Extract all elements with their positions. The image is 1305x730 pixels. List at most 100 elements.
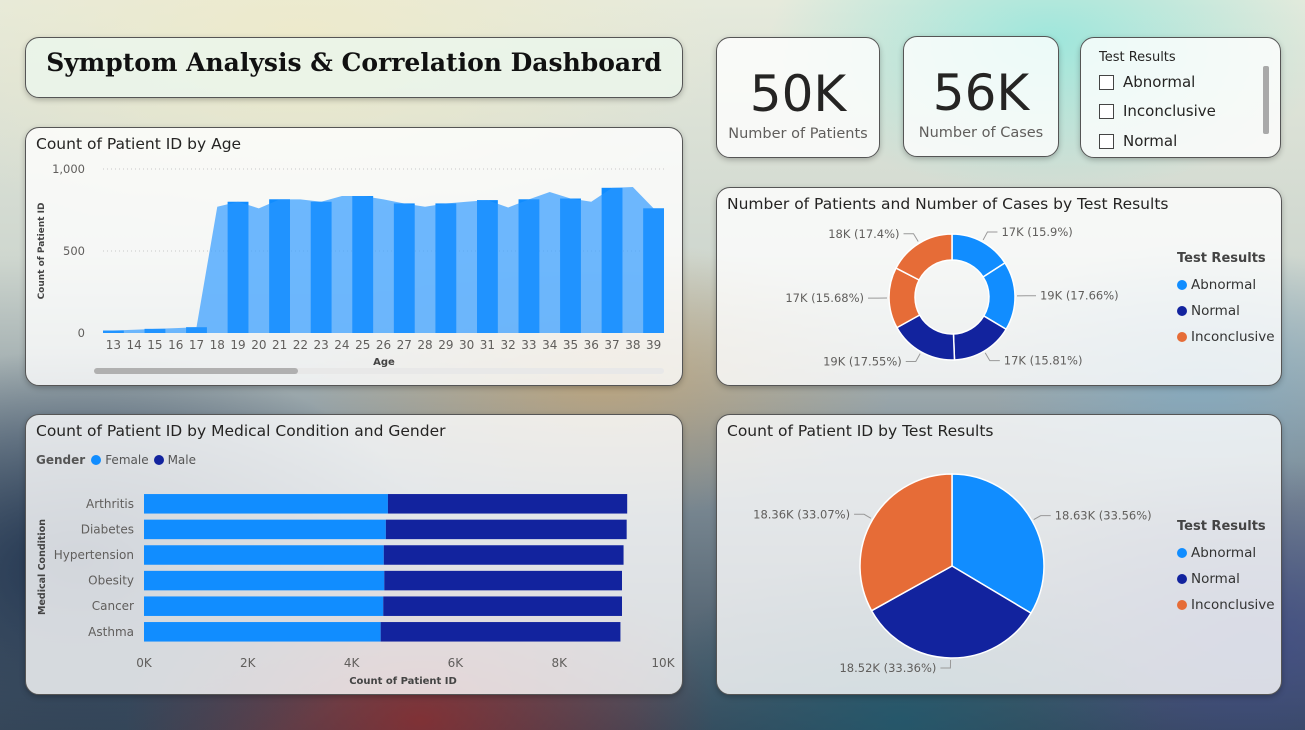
legend-dot-icon [1177, 306, 1187, 316]
x-scrollbar-thumb[interactable] [94, 368, 298, 374]
slicer-item-abnormal[interactable]: Abnormal [1099, 73, 1195, 91]
legend-item-abnormal[interactable]: Abnormal [1177, 272, 1275, 298]
leader-line [984, 352, 1000, 362]
leader-line [903, 233, 919, 242]
x-tick-label: 24 [334, 338, 349, 352]
bar-female[interactable] [144, 519, 386, 540]
checkbox-normal[interactable] [1099, 133, 1114, 149]
bar-chart: Arthritis Diabetes Hypertension Obesity Canc… [37, 494, 676, 687]
age-column-stripe [477, 200, 498, 333]
donut-legend: Test Results Abnormal Normal Inconclusiv… [1177, 251, 1275, 350]
x-tick-label: 0K [136, 656, 153, 670]
x-tick-label: 22 [293, 338, 308, 352]
slice-data-label: 17K (15.68%) [785, 291, 864, 305]
gender-legend-title: Gender [36, 453, 86, 467]
x-tick-label: 4K [344, 656, 361, 670]
slice-data-label: 17K (15.81%) [1004, 354, 1083, 368]
bar-male[interactable] [385, 519, 627, 540]
bar-female[interactable] [144, 622, 381, 642]
legend-item-inconclusive[interactable]: Inconclusive [1177, 324, 1275, 350]
legend-label: Abnormal [1191, 277, 1257, 293]
slicer-item-label: Normal [1123, 132, 1178, 150]
legend-label: Male [167, 453, 197, 467]
y-tick-label: Cancer [92, 599, 134, 613]
age-column-stripe [393, 203, 415, 333]
kpi-card-patients: 50K Number of Patients [716, 37, 880, 158]
x-tick-label: 13 [106, 338, 121, 352]
bar-male[interactable] [387, 494, 628, 514]
age-chart-card: Count of Patient ID by Age 0 500 1,000 13 14… [25, 127, 683, 386]
bar-female[interactable] [144, 494, 388, 514]
bar-male[interactable] [380, 622, 621, 642]
x-tick-label: 10K [651, 656, 675, 670]
legend-dot-icon [91, 455, 102, 465]
x-tick-label: 35 [563, 338, 578, 352]
slice-inconclusive[interactable] [859, 473, 953, 612]
x-tick-label: 18 [210, 338, 225, 352]
kpi-value-cases: 56K [932, 64, 1030, 122]
legend-dot-icon [1177, 332, 1187, 342]
kpi-card-cases: 56K Number of Cases [903, 36, 1059, 157]
x-tick-label: 33 [521, 338, 536, 352]
slice-data-label: 18.63K (33.56%) [1055, 509, 1152, 523]
y-tick-label: 1,000 [52, 162, 85, 176]
x-tick-label: 25 [355, 338, 370, 352]
y-axis-label: Medical Condition [37, 519, 48, 615]
bar-male[interactable] [383, 545, 624, 565]
legend-dot-icon [153, 455, 164, 465]
legend-item-normal[interactable]: Normal [1177, 298, 1275, 324]
kpi-value-patients: 50K [749, 65, 847, 123]
age-column-stripe [560, 198, 581, 333]
x-tick-label: 21 [272, 338, 287, 352]
kpi-label-patients: Number of Patients [728, 126, 868, 142]
slicer-item-inconclusive[interactable]: Inconclusive [1099, 102, 1216, 120]
x-tick-label: 2K [240, 656, 257, 670]
gender-legend: Gender Female Male [36, 453, 201, 467]
slice-data-label: 19K (17.66%) [1040, 289, 1119, 303]
x-tick-label: 32 [501, 338, 516, 352]
legend-item-normal[interactable]: Normal [1177, 566, 1275, 592]
slice-abnormal[interactable] [951, 473, 1045, 615]
leader-line [905, 353, 921, 363]
bar-female[interactable] [144, 545, 384, 565]
legend-label: Normal [1191, 571, 1240, 587]
slicer-item-label: Abnormal [1123, 73, 1196, 91]
bar-male[interactable] [384, 570, 622, 591]
age-column-stripe [269, 199, 290, 333]
x-tick-label: 17 [189, 338, 204, 352]
x-tick-label: 19 [230, 338, 245, 352]
x-tick-label: 29 [438, 338, 453, 352]
y-tick-label: Obesity [88, 574, 134, 588]
donut-chart: 17K (15.9%) 19K (17.66%) 17K (15.81%) 19K (… [785, 225, 1119, 369]
age-column-stripe [186, 327, 207, 333]
bar-chart-card: Count of Patient ID by Medical Condition… [25, 414, 683, 695]
x-tick-label: 27 [397, 338, 412, 352]
legend-item-female[interactable]: Female [91, 453, 149, 467]
checkbox-abnormal[interactable] [1099, 74, 1114, 90]
legend-item-inconclusive[interactable]: Inconclusive [1177, 592, 1275, 618]
checkbox-inconclusive[interactable] [1099, 103, 1114, 119]
slicer-scrollbar[interactable] [1263, 66, 1269, 134]
bar-male[interactable] [383, 596, 622, 616]
slice-data-label: 19K (17.55%) [823, 355, 902, 369]
y-tick-label: 0 [78, 326, 85, 340]
x-tick-label: 23 [314, 338, 329, 352]
x-tick-label: 31 [480, 338, 495, 352]
slice-data-label: 18.52K (33.36%) [839, 661, 936, 675]
x-tick-label: 30 [459, 338, 474, 352]
x-tick-label: 15 [147, 338, 162, 352]
age-column-stripe [435, 203, 457, 333]
legend-item-abnormal[interactable]: Abnormal [1177, 540, 1275, 566]
slice-inconclusive[interactable] [895, 233, 953, 282]
bar-female[interactable] [144, 596, 384, 616]
bar-female[interactable] [144, 570, 385, 591]
legend-label: Abnormal [1191, 545, 1257, 561]
y-axis-label: Count of Patient ID [37, 203, 47, 300]
slicer-item-normal[interactable]: Normal [1099, 132, 1177, 150]
y-tick-label: Asthma [88, 625, 134, 639]
slicer-item-label: Inconclusive [1123, 102, 1216, 120]
legend-item-male[interactable]: Male [153, 453, 197, 467]
x-tick-label: 36 [584, 338, 599, 352]
age-column-stripe [227, 201, 249, 333]
x-axis-label: Age [373, 357, 395, 368]
